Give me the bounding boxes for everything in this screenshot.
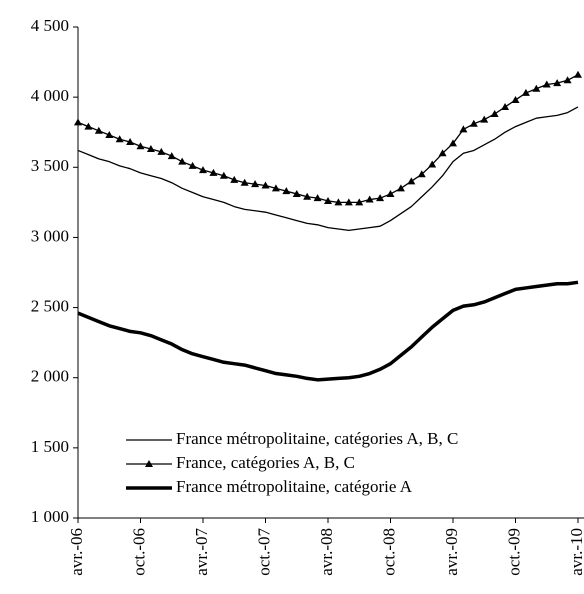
marker [282,187,291,195]
y-tick-label: 4 500 [31,16,69,35]
marker [459,125,468,133]
marker [417,170,426,178]
marker [365,195,374,203]
marker [313,194,322,202]
marker [553,79,562,87]
legend-label: France métropolitaine, catégorie A [176,477,413,496]
x-tick-label: avr.-06 [67,528,86,576]
marker [105,131,114,139]
y-tick-label: 2 000 [31,367,69,386]
x-tick-label: oct.-06 [129,528,148,576]
marker [563,76,572,84]
marker [74,118,82,126]
marker [219,171,228,179]
marker [178,157,187,165]
marker [490,109,499,117]
series-line [77,106,579,232]
legend-label: France, catégories A, B, C [176,453,355,472]
marker [209,168,218,176]
marker [449,139,457,147]
marker [521,88,530,96]
x-tick-label: oct.-08 [379,528,398,576]
marker [396,184,405,192]
marker [240,178,249,186]
marker [251,180,260,188]
x-tick-label: oct.-07 [254,528,273,576]
marker [292,189,301,197]
legend [122,427,552,501]
marker [271,184,280,192]
x-tick-label: avr.-08 [317,528,336,576]
x-tick-label: avr.-09 [442,528,461,576]
marker [94,126,103,134]
y-tick-label: 1 000 [31,507,69,526]
legend-marker [145,460,153,467]
marker [542,80,551,88]
marker [84,122,93,130]
marker [511,95,520,103]
series-line [77,280,579,382]
y-tick-label: 1 500 [31,437,69,456]
x-tick-label: avr.-07 [192,528,211,576]
marker [428,160,437,168]
series-line [77,74,579,204]
marker [480,115,489,123]
marker [126,138,135,146]
marker [355,198,364,206]
x-tick-label: avr.-10 [567,528,584,576]
marker [167,152,176,160]
marker [115,135,124,143]
marker [157,147,166,155]
legend-label: France métropolitaine, catégories A, B, … [176,429,458,448]
marker [376,194,385,202]
marker [230,175,239,183]
marker [469,119,478,127]
marker [532,84,541,92]
y-tick-label: 2 500 [31,296,69,315]
marker [344,198,353,206]
marker [303,192,312,200]
marker [324,196,332,204]
marker [199,166,207,174]
marker [146,145,155,153]
y-tick-label: 3 500 [31,156,69,175]
marker [386,189,395,197]
y-tick-label: 3 000 [31,226,69,245]
marker [501,102,510,110]
marker [188,161,197,169]
x-tick-label: oct.-09 [504,528,523,576]
marker [574,70,582,78]
marker [438,149,447,157]
marker [334,198,343,206]
marker [261,181,270,189]
marker [136,142,145,150]
marker [407,177,416,185]
y-tick-label: 4 000 [31,86,69,105]
